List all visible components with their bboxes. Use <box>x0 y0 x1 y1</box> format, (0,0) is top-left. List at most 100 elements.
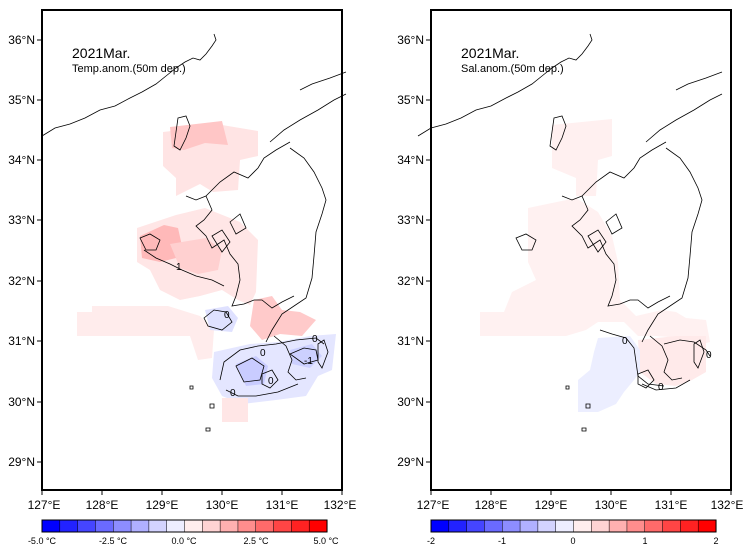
colorbar-cell <box>502 519 521 533</box>
colorbar-label: -5.0 °C <box>28 536 57 546</box>
shikoku-coast <box>299 71 347 91</box>
contour-0-west <box>599 329 665 387</box>
contour-0-south <box>641 379 691 391</box>
amakusa-islands <box>587 213 623 253</box>
contour-0-south-loop <box>219 337 325 381</box>
lat-label: 32°N <box>8 274 35 288</box>
contour-label: 0 <box>260 348 266 359</box>
lon-label: 130°E <box>206 498 239 512</box>
lat-label: 29°N <box>397 455 424 469</box>
salinity-map-panel: 0 0 0 36°N 35°N 34°N 33°N 32°N 31°N 30°N… <box>397 9 744 546</box>
colorbar-cell <box>591 519 610 533</box>
shading-south-bays <box>250 296 316 340</box>
colorbar-cells <box>430 519 717 533</box>
lat-label: 34°N <box>8 153 35 167</box>
colorbar-cell <box>697 519 717 533</box>
osumi-peninsula <box>649 335 683 381</box>
contour-label: 0 <box>224 310 230 321</box>
shikoku-kyushu-east <box>265 147 327 343</box>
colorbar-cell <box>148 519 168 533</box>
colorbar-cell <box>537 519 557 533</box>
colorbar-cell <box>484 519 503 533</box>
lat-label: 36°N <box>8 33 35 47</box>
lat-label: 34°N <box>397 153 424 167</box>
colorbar-cell <box>41 519 61 533</box>
contour-0-core <box>235 357 265 383</box>
map-frame <box>41 9 343 491</box>
colorbar-cell <box>113 519 132 533</box>
contour-0-bay <box>203 309 233 331</box>
temperature-colorbar <box>41 519 328 533</box>
colorbar-cell <box>555 519 575 533</box>
colorbar-cell <box>608 519 628 533</box>
colorbar-cell <box>59 519 79 533</box>
map-subtitle: Sal.anom.(50m dep.) <box>461 63 564 75</box>
colorbar-label: 1 <box>642 536 647 546</box>
coastlines <box>417 33 723 432</box>
temperature-anomaly-shading <box>77 121 336 422</box>
lon-label: 132°E <box>324 498 357 512</box>
colorbar-cells <box>41 519 328 533</box>
lon-label: 131°E <box>266 498 299 512</box>
latitude-axis <box>426 39 431 463</box>
contour-neg1 <box>289 347 319 365</box>
lon-label: 129°E <box>146 498 179 512</box>
small-islands <box>189 385 215 432</box>
salinity-contour-labels: 0 0 0 <box>622 336 712 393</box>
longitude-axis <box>430 490 732 495</box>
colorbar-cell <box>466 519 485 533</box>
lon-label: 128°E <box>86 498 119 512</box>
lat-label: 30°N <box>397 395 424 409</box>
shading-southwest-band <box>77 306 214 360</box>
shading-bay-zero <box>205 306 238 332</box>
yakushima <box>261 369 279 389</box>
lat-label: 33°N <box>8 213 35 227</box>
kyushu-north-coast <box>205 141 291 197</box>
shading-west-kyushu <box>480 198 710 346</box>
korea-coast <box>41 33 217 137</box>
lon-label: 130°E <box>595 498 628 512</box>
contour-label: 1 <box>176 262 182 273</box>
tsushima <box>173 115 191 151</box>
lat-label: 35°N <box>397 93 424 107</box>
small-islands <box>565 385 591 432</box>
colorbar-cell <box>308 519 328 533</box>
colorbar-cell <box>166 519 186 533</box>
colorbar-cell <box>202 519 221 533</box>
goto-islands <box>515 233 537 251</box>
korea-coast <box>417 33 593 137</box>
colorbar-label: 0.0 °C <box>171 536 197 546</box>
colorbar-cell <box>273 519 292 533</box>
map-frame <box>430 9 732 491</box>
kyushu-west-coast <box>185 195 295 309</box>
colorbar-cell <box>680 519 699 533</box>
map-title: 2021Mar. <box>461 45 519 61</box>
colorbar-label: -2.5 °C <box>99 536 128 546</box>
lat-label: 33°N <box>397 213 424 227</box>
shading-west-kyushu-mid <box>170 238 222 274</box>
colorbar-labels: -2 -1 0 1 2 <box>427 536 719 546</box>
contour-label: 0 <box>658 382 664 393</box>
shading-north-strong <box>170 121 228 150</box>
goto-islands <box>139 233 161 251</box>
colorbar-frame <box>41 519 328 533</box>
colorbar-label: 5.0 °C <box>313 536 339 546</box>
coastlines <box>41 33 347 432</box>
shikoku-coast <box>675 71 723 91</box>
shading-yakushima-patch <box>222 398 248 422</box>
lat-label: 32°N <box>397 274 424 288</box>
colorbar-cell <box>291 519 310 533</box>
colorbar-cell <box>644 519 664 533</box>
contour-label: 0 <box>268 376 274 387</box>
lon-label: 131°E <box>655 498 688 512</box>
lat-label: 29°N <box>8 455 35 469</box>
temperature-contours <box>143 249 325 397</box>
latitude-axis <box>37 39 42 463</box>
map-title: 2021Mar. <box>72 45 130 61</box>
lon-label: 127°E <box>28 498 61 512</box>
colorbar-label: -1 <box>498 536 506 546</box>
colorbar-cell <box>130 519 150 533</box>
longitude-labels: 127°E 128°E 129°E 130°E 131°E 132°E <box>28 498 357 512</box>
contour-label: 0 <box>312 334 318 345</box>
lon-label: 132°E <box>711 498 744 512</box>
